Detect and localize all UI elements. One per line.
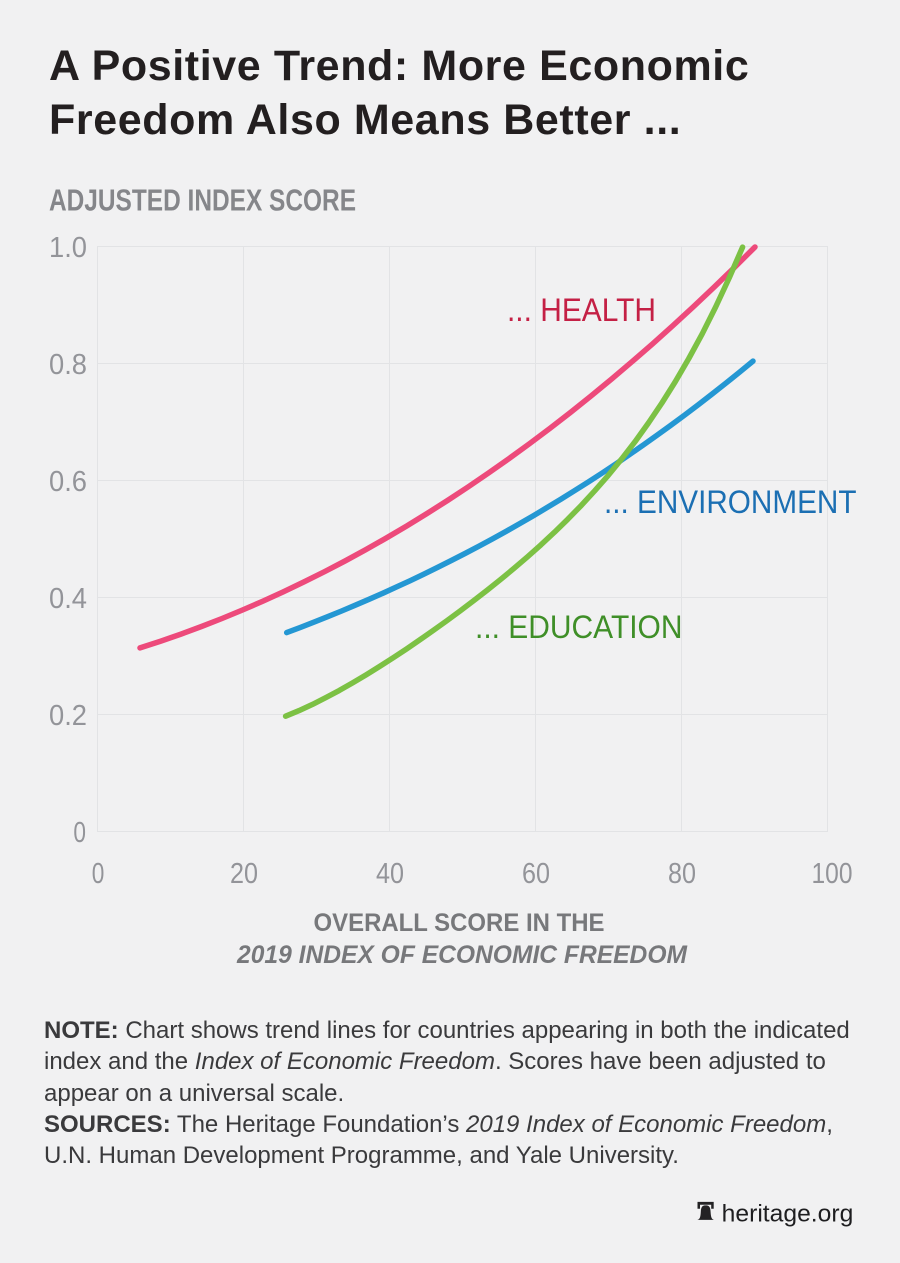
svg-text:ADJUSTED INDEX SCORE: ADJUSTED INDEX SCORE	[49, 184, 356, 218]
svg-text:0: 0	[73, 817, 86, 849]
svg-text:0.6: 0.6	[49, 466, 87, 498]
svg-text:... ENVIRONMENT: ... ENVIRONMENT	[604, 484, 857, 520]
svg-text:0.2: 0.2	[49, 700, 87, 732]
svg-text:1.0: 1.0	[49, 232, 87, 264]
svg-text:0.4: 0.4	[49, 583, 87, 615]
svg-text:20: 20	[230, 858, 258, 890]
svg-text:60: 60	[522, 858, 550, 890]
svg-text:... HEALTH: ... HEALTH	[507, 292, 656, 328]
svg-text:0: 0	[92, 858, 105, 890]
svg-text:0.8: 0.8	[49, 349, 87, 381]
svg-text:2019 INDEX OF ECONOMIC FREEDOM: 2019 INDEX OF ECONOMIC FREEDOM	[236, 941, 688, 969]
svg-text:40: 40	[376, 858, 404, 890]
svg-text:80: 80	[668, 858, 696, 890]
svg-text:... EDUCATION: ... EDUCATION	[475, 609, 683, 645]
svg-text:100: 100	[812, 858, 853, 890]
svg-text:heritage.org: heritage.org	[722, 1201, 854, 1228]
svg-text:OVERALL SCORE IN THE: OVERALL SCORE IN THE	[314, 909, 605, 937]
